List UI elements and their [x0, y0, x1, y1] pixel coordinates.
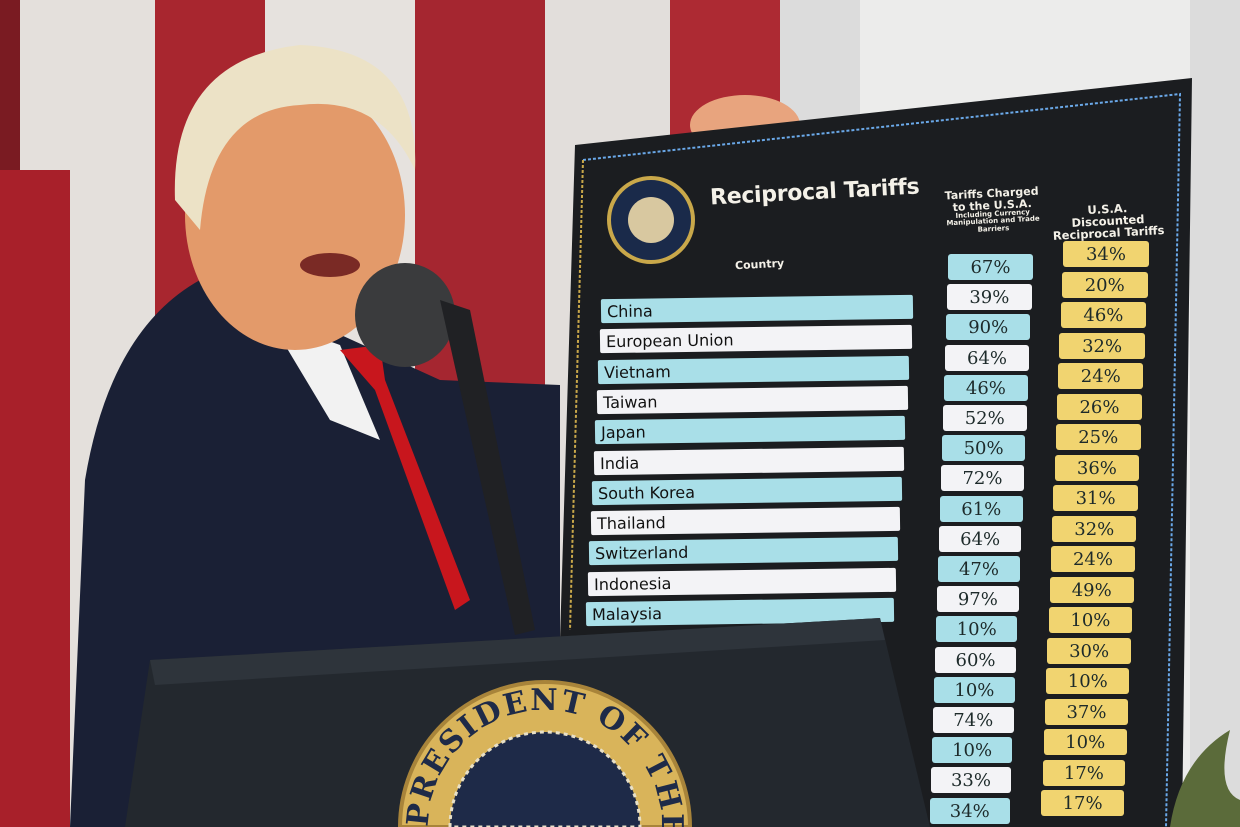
tariff-charged-cell: 50%	[942, 435, 1026, 462]
tariff-charged-cell: 64%	[939, 525, 1022, 552]
tariff-charged-cell: 61%	[940, 495, 1023, 522]
reciprocal-tariff-cell: 25%	[1055, 424, 1141, 450]
tariff-charged-cell: 74%	[933, 707, 1014, 733]
tariff-charged-cell: 72%	[941, 465, 1024, 492]
reciprocal-tariff-cell: 26%	[1057, 393, 1142, 420]
tariff-charged-cell: 60%	[935, 646, 1017, 673]
tariff-charged-cell: 52%	[943, 405, 1027, 431]
reciprocal-tariff-cell: 37%	[1045, 698, 1128, 725]
plant	[1170, 730, 1240, 827]
reciprocal-tariff-cell: 10%	[1048, 607, 1133, 633]
reciprocal-tariff-cell: 32%	[1059, 332, 1145, 359]
reciprocal-tariff-cell: 24%	[1058, 363, 1144, 389]
face	[185, 80, 405, 350]
tariff-charged-cell: 90%	[946, 314, 1031, 341]
tariff-charged-cell: 10%	[934, 676, 1015, 703]
tariff-charged-cell: 46%	[944, 374, 1028, 401]
microphone-icon	[355, 263, 455, 367]
reciprocal-tariff-cell: 49%	[1049, 576, 1134, 603]
reciprocal-tariff-cell: 10%	[1046, 668, 1130, 694]
microphone-stand	[440, 300, 535, 635]
tariff-charged-cell: 10%	[936, 616, 1018, 643]
flag-stripe	[0, 170, 70, 827]
tariff-charged-cell: 34%	[930, 797, 1010, 824]
shirt	[270, 320, 380, 440]
reciprocal-tariff-cell: 30%	[1047, 637, 1131, 664]
tariff-charged-cell: 39%	[947, 284, 1032, 311]
reciprocal-tariff-cell: 32%	[1052, 515, 1137, 542]
tariff-charged-cell: 33%	[931, 767, 1011, 794]
reciprocal-tariff-cell: 24%	[1051, 546, 1135, 572]
mouth	[300, 253, 360, 277]
tariff-charged-cell: 47%	[938, 556, 1020, 582]
tariff-charged-cell: 64%	[945, 344, 1030, 371]
reciprocal-tariff-cell: 46%	[1060, 302, 1147, 328]
reciprocal-tariff-cell: 17%	[1042, 759, 1126, 786]
reciprocal-tariff-cell: 36%	[1054, 454, 1140, 481]
tie	[340, 345, 470, 610]
reciprocal-tariff-cell: 17%	[1041, 790, 1124, 816]
reciprocal-tariff-cell: 10%	[1043, 729, 1127, 755]
reciprocal-tariff-cell: 20%	[1061, 271, 1148, 298]
tariff-charged-cell: 97%	[937, 586, 1019, 613]
presidential-seal-icon	[607, 176, 695, 264]
tariff-charged-cell: 67%	[948, 254, 1033, 280]
tariff-charged-cell: 10%	[932, 737, 1013, 764]
reciprocal-tariff-cell: 31%	[1053, 485, 1138, 511]
reciprocal-tariff-cell: 34%	[1063, 241, 1149, 267]
hair	[174, 45, 416, 230]
